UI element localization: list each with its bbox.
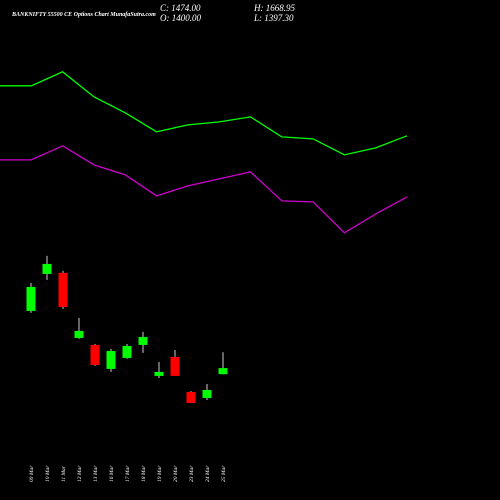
x-tick-label: 10 Mar bbox=[45, 465, 51, 482]
x-tick-label: 23 Mar bbox=[189, 465, 195, 482]
candle-body bbox=[90, 344, 100, 365]
x-tick-label: 09 Mar bbox=[29, 465, 35, 482]
x-tick-label: 20 Mar bbox=[173, 465, 179, 482]
chart-title: BANKNIFTY 55500 CE Options Chart MunafaS… bbox=[11, 12, 156, 18]
candle-body bbox=[106, 350, 116, 369]
open-value: O: 1400.00 bbox=[160, 13, 201, 23]
indicator-line bbox=[0, 145, 408, 234]
x-tick-label: 19 Mar bbox=[157, 465, 163, 482]
x-tick-label: 24 Mar bbox=[204, 465, 211, 482]
candle-body bbox=[170, 356, 180, 376]
candle-body bbox=[138, 336, 148, 345]
x-tick-label: 16 Mar bbox=[109, 465, 115, 482]
x-tick-label: 25 Mar bbox=[221, 465, 227, 482]
candle-body bbox=[42, 263, 52, 274]
candle-body bbox=[26, 286, 36, 311]
candle-body bbox=[154, 371, 164, 376]
x-tick-label: 12 Mar bbox=[77, 465, 83, 482]
candle-body bbox=[202, 389, 212, 398]
candle-body bbox=[74, 330, 84, 338]
candle-body bbox=[218, 368, 228, 375]
x-tick-label: 17 Mar bbox=[125, 465, 131, 482]
candle-body bbox=[122, 345, 132, 358]
close-value: C: 1474.00 bbox=[160, 3, 201, 13]
high-value: H: 1668.95 bbox=[253, 3, 295, 13]
x-tick-label: 11 Mar bbox=[61, 465, 67, 482]
x-tick-label: 18 Mar bbox=[141, 465, 147, 482]
x-tick-label: 13 Mar bbox=[93, 465, 99, 482]
candle-body bbox=[186, 391, 196, 403]
low-value: L: 1397.30 bbox=[253, 13, 294, 23]
indicator-line bbox=[0, 71, 408, 156]
candle-body bbox=[58, 272, 68, 307]
